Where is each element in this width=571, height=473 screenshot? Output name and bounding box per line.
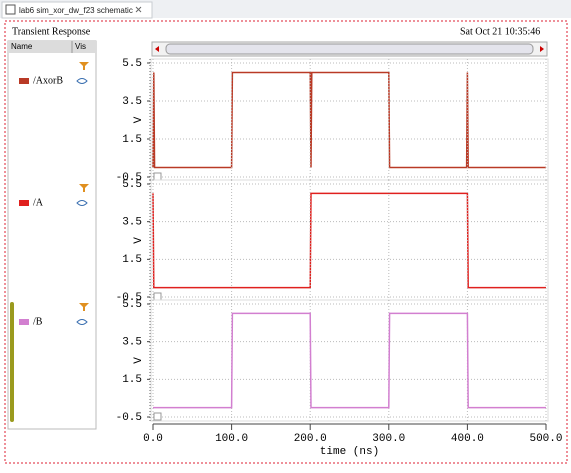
y-axis-label: V: [133, 237, 145, 244]
y-tick-label: 5.5: [122, 299, 142, 311]
x-tick-label: 300.0: [372, 433, 405, 445]
waveform: [153, 312, 546, 409]
visibility-icon: [76, 319, 88, 325]
x-axis-label: time (ns): [320, 446, 379, 458]
panel-title: Transient Response: [12, 26, 91, 37]
y-tick-label: 1.5: [122, 254, 142, 266]
y-tick-label: 1.5: [122, 134, 142, 146]
y-tick-label: 3.5: [122, 337, 142, 349]
tab-close[interactable]: [135, 6, 142, 13]
tab-icon: [5, 4, 16, 15]
y-tick-label: 3.5: [122, 217, 142, 229]
y-tick-label: 5.5: [122, 58, 142, 70]
y-tick-label: 1.5: [122, 374, 142, 386]
x-tick-label: 100.0: [215, 433, 248, 445]
scroll-thumb[interactable]: [165, 43, 534, 55]
y-tick-label: 3.5: [122, 96, 142, 108]
sidebar-scroll[interactable]: [10, 302, 14, 422]
filter-icon: [79, 303, 89, 311]
waveform: [152, 71, 546, 169]
plot-expander: [153, 292, 162, 301]
plot-expander: [153, 172, 162, 181]
visibility-icon: [76, 200, 88, 206]
tab[interactable]: [1, 1, 153, 19]
x-tick-label: 400.0: [451, 433, 484, 445]
timestamp: Sat Oct 21 10:35:46: [460, 26, 540, 37]
sidebar-header: [8, 41, 96, 53]
plot-area: [150, 58, 549, 182]
column-vis: Vis: [75, 42, 86, 51]
y-tick-label: -0.5: [116, 172, 142, 184]
sidebar: [7, 40, 97, 430]
filter-icon: [79, 62, 89, 70]
tab-title: lab6 sim_xor_dw_f23 schematic: [19, 6, 133, 15]
column-name: Name: [11, 42, 33, 51]
x-tick-label: 0.0: [143, 433, 163, 445]
waveform: [152, 192, 546, 289]
y-axis-label: V: [133, 116, 145, 123]
legend-swatch: [19, 78, 29, 84]
legend-swatch: [19, 200, 29, 206]
legend-label: /AxorB: [33, 75, 63, 86]
plot-expander: [153, 412, 162, 421]
x-tick-label: 500.0: [529, 433, 562, 445]
y-tick-label: -0.5: [116, 412, 142, 424]
y-tick-label: 5.5: [122, 179, 142, 191]
y-tick-label: -0.5: [116, 292, 142, 304]
plot-area: [150, 299, 549, 422]
filter-icon: [79, 184, 89, 192]
x-tick-label: 200.0: [294, 433, 327, 445]
legend-label: /B: [33, 316, 43, 327]
panel-border: [4, 20, 568, 464]
plot-area: [150, 179, 549, 302]
legend-swatch: [19, 319, 29, 325]
legend-label: /A: [33, 197, 44, 208]
y-axis-label: V: [133, 357, 145, 364]
visibility-icon: [76, 78, 88, 84]
